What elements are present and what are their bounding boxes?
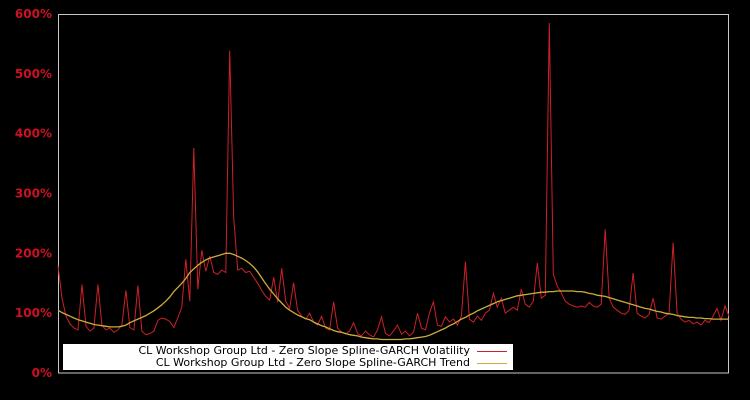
- volatility-line: [57, 22, 730, 338]
- trend-line: [57, 252, 729, 341]
- y-tick-label: 200%: [15, 246, 52, 260]
- y-tick-label: 0%: [32, 366, 52, 380]
- y-axis-tick-labels: 0% 100% 200% 300% 400% 500% 600%: [15, 7, 52, 380]
- plot-border: [58, 14, 729, 374]
- y-tick-label: 500%: [15, 67, 52, 81]
- y-tick-label: 300%: [15, 187, 52, 201]
- legend-label-volatility: CL Workshop Group Ltd - Zero Slope Splin…: [138, 344, 470, 357]
- trend-line-swatch: [477, 362, 507, 364]
- y-tick-label: 100%: [15, 306, 52, 320]
- legend-row-volatility: CL Workshop Group Ltd - Zero Slope Splin…: [63, 345, 513, 357]
- legend-row-trend: CL Workshop Group Ltd - Zero Slope Splin…: [63, 357, 513, 369]
- legend-label-trend: CL Workshop Group Ltd - Zero Slope Splin…: [155, 356, 470, 369]
- y-tick-label: 600%: [15, 7, 52, 21]
- y-tick-label: 400%: [15, 127, 52, 141]
- legend: CL Workshop Group Ltd - Zero Slope Splin…: [63, 344, 513, 370]
- volatility-line-swatch: [477, 350, 507, 352]
